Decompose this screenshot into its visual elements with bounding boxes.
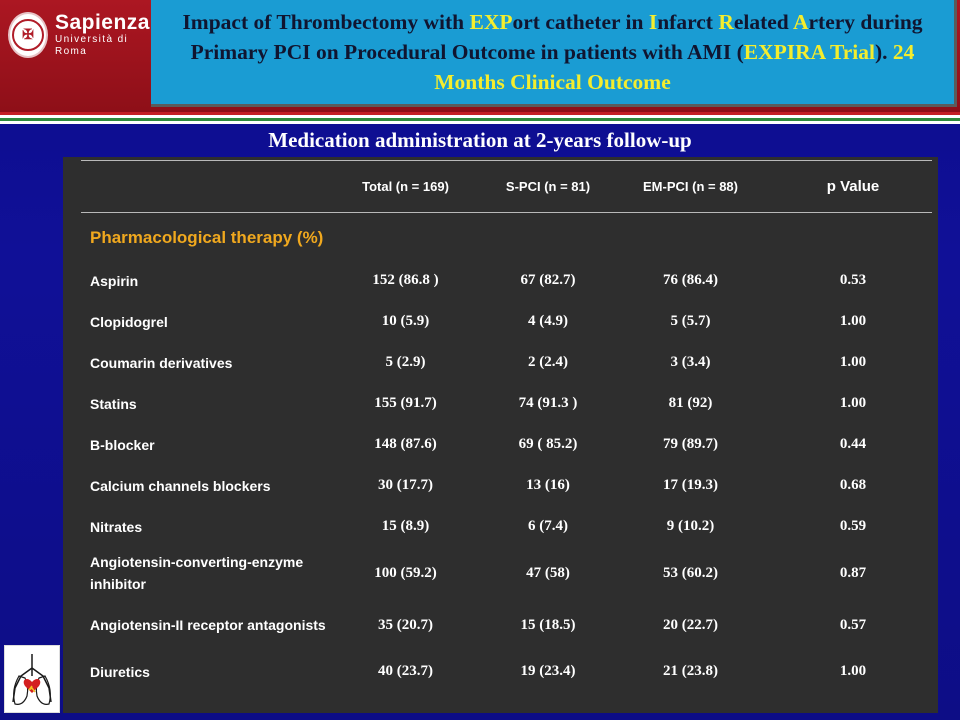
section-row: Pharmacological therapy (%) bbox=[63, 216, 938, 260]
cell-spci: 47 (58) bbox=[526, 564, 570, 581]
cell-pvalue: 0.68 bbox=[839, 477, 867, 493]
cell-total: 152 (86.8 ) bbox=[372, 272, 439, 288]
cell-spci: 19 (23.4) bbox=[520, 663, 576, 679]
title-fragment: EXPIRA Trial bbox=[743, 40, 875, 64]
table-row: Clopidogrel 10 (5.9) 4 (4.9) 5 (5.7) 1.00 bbox=[63, 301, 938, 342]
row-label: Aspirin bbox=[90, 272, 139, 289]
cell-pvalue: 0.44 bbox=[839, 436, 867, 452]
title-fragment: rtery during Primary PCI on Procedural O… bbox=[190, 10, 923, 64]
cell-total: 40 (23.7) bbox=[378, 663, 433, 679]
row-label: B-blocker bbox=[90, 436, 155, 453]
title-fragment: 24 Months Clinical Outcome bbox=[434, 40, 915, 94]
cell-empci: 9 (10.2) bbox=[666, 518, 715, 534]
cell-pvalue: 1.00 bbox=[839, 354, 867, 370]
cell-pvalue: 0.87 bbox=[839, 564, 867, 581]
cell-empci: 5 (5.7) bbox=[670, 313, 711, 329]
column-header-spci: S-PCI (n = 81) bbox=[505, 179, 591, 194]
column-header-total: Total (n = 169) bbox=[362, 179, 449, 194]
cell-pvalue: 0.57 bbox=[839, 616, 867, 633]
cell-spci: 6 (7.4) bbox=[528, 518, 568, 534]
cell-pvalue: 1.00 bbox=[839, 663, 867, 679]
column-header-pvalue: p Value bbox=[826, 178, 880, 195]
cell-pvalue: 1.00 bbox=[839, 313, 867, 329]
cell-empci: 20 (22.7) bbox=[663, 616, 718, 633]
cell-total: 100 (59.2) bbox=[374, 564, 437, 581]
row-label: Nitrates bbox=[90, 518, 143, 535]
cell-pvalue: 1.00 bbox=[839, 395, 867, 411]
cell-spci: 4 (4.9) bbox=[528, 313, 568, 329]
title-fragment: ). bbox=[874, 40, 893, 64]
row-label: Statins bbox=[90, 395, 137, 412]
row-label: Calcium channels blockers bbox=[90, 477, 271, 494]
cell-pvalue: 0.53 bbox=[839, 272, 867, 288]
table-row: Calcium channels blockers 30 (17.7) 13 (16… bbox=[63, 465, 938, 506]
table-row: Nitrates 15 (8.9) 6 (7.4) 9 (10.2) 0.59 bbox=[63, 506, 938, 547]
section-label: Pharmacological therapy (%) bbox=[90, 228, 324, 247]
university-subtitle: Università di Roma bbox=[54, 34, 129, 57]
cell-spci: 67 (82.7) bbox=[520, 272, 576, 288]
cell-empci: 76 (86.4) bbox=[663, 272, 718, 288]
table-row: Statins 155 (91.7) 74 (91.3 ) 81 (92) 1.00 bbox=[63, 383, 938, 424]
title-fragment: EXP bbox=[469, 10, 513, 34]
cell-empci: 21 (23.8) bbox=[663, 663, 718, 679]
header-bar: ✠ Sapienza Università di Roma Impact of … bbox=[0, 0, 960, 112]
table-row: Angiotensin-II receptor antagonists 35 (2… bbox=[63, 599, 938, 651]
cell-empci: 81 (92) bbox=[668, 395, 713, 411]
title-fragment: A bbox=[792, 10, 809, 34]
slide-title: Impact of Thrombectomy with EXPort cathe… bbox=[151, 0, 957, 107]
cell-total: 35 (20.7) bbox=[378, 616, 433, 633]
table-row: Aspirin 152 (86.8 ) 67 (82.7) 76 (86.4) 0.53 bbox=[63, 260, 938, 301]
cell-empci: 79 (89.7) bbox=[663, 436, 718, 452]
header-rule-top bbox=[81, 160, 932, 161]
cell-spci: 69 ( 85.2) bbox=[518, 436, 578, 452]
header-rule-bottom bbox=[81, 212, 932, 213]
cell-total: 30 (17.7) bbox=[378, 477, 433, 493]
title-fragment: nfarct bbox=[657, 10, 719, 34]
cell-spci: 13 (16) bbox=[526, 477, 570, 493]
medication-table: Total (n = 169) S-PCI (n = 81) EM-PCI (n… bbox=[63, 157, 938, 713]
cell-spci: 15 (18.5) bbox=[520, 616, 576, 633]
cell-total: 10 (5.9) bbox=[381, 313, 430, 329]
university-logo: ✠ Sapienza Università di Roma bbox=[8, 6, 150, 64]
row-label: Angiotensin-II receptor antagonists bbox=[90, 617, 326, 633]
title-fragment: elated bbox=[733, 10, 793, 34]
table-row: Diuretics 40 (23.7) 19 (23.4) 21 (23.8) 1.00 bbox=[63, 651, 938, 692]
row-label: Coumarin derivatives bbox=[90, 354, 233, 371]
title-fragment: R bbox=[718, 10, 734, 34]
university-name: Sapienza bbox=[54, 11, 150, 34]
title-fragment: ort catheter in bbox=[512, 10, 649, 34]
cell-total: 5 (2.9) bbox=[385, 354, 426, 370]
row-label: Diuretics bbox=[90, 663, 150, 680]
slide-subtitle: Medication administration at 2-years fol… bbox=[268, 128, 692, 152]
title-fragment: Impact of Thrombectomy with bbox=[182, 10, 470, 34]
heart-lungs-icon bbox=[4, 645, 60, 713]
table-row: Angiotensin-converting-enzyme inhibitor 1… bbox=[63, 547, 938, 599]
sapienza-seal-icon: ✠ bbox=[8, 12, 48, 58]
cell-pvalue: 0.59 bbox=[839, 518, 867, 534]
column-header-empci: EM-PCI (n = 88) bbox=[643, 179, 738, 194]
row-label: Clopidogrel bbox=[90, 313, 168, 330]
slide-title-text: Impact of Thrombectomy with EXPort cathe… bbox=[161, 7, 944, 97]
table-row: B-blocker 148 (87.6) 69 ( 85.2) 79 (89.7) 0.… bbox=[63, 424, 938, 465]
cell-total: 15 (8.9) bbox=[381, 518, 430, 534]
decorative-stripes bbox=[0, 112, 960, 124]
cell-empci: 17 (19.3) bbox=[663, 477, 718, 493]
table-header-row: Total (n = 169) S-PCI (n = 81) EM-PCI (n… bbox=[63, 157, 938, 216]
cell-total: 155 (91.7) bbox=[374, 395, 437, 411]
table-row: Coumarin derivatives 5 (2.9) 2 (2.4) 3 (3.4… bbox=[63, 342, 938, 383]
cell-total: 148 (87.6) bbox=[374, 436, 437, 452]
cell-empci: 53 (60.2) bbox=[663, 564, 718, 581]
cell-spci: 74 (91.3 ) bbox=[518, 395, 578, 411]
cell-empci: 3 (3.4) bbox=[670, 354, 711, 370]
cell-spci: 2 (2.4) bbox=[528, 354, 568, 370]
row-label: Angiotensin-converting-enzyme inhibitor bbox=[90, 554, 304, 592]
title-fragment: I bbox=[648, 10, 658, 34]
